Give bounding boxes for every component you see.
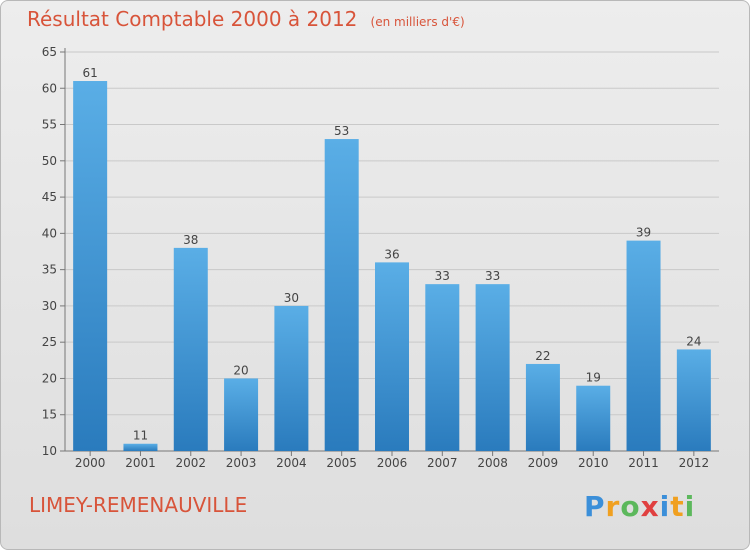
y-tick-label: 20 — [42, 371, 57, 385]
x-tick-label: 2000 — [75, 456, 106, 470]
x-tick-label: 2003 — [226, 456, 257, 470]
bar — [626, 240, 661, 451]
bar — [525, 363, 560, 451]
commune-name: LIMEY-REMENAUVILLE — [29, 493, 248, 517]
bar-value-label: 39 — [636, 226, 651, 240]
chart-title: Résultat Comptable 2000 à 2012 — [27, 7, 358, 31]
bar-value-label: 24 — [686, 334, 701, 348]
bar — [73, 81, 108, 451]
x-tick-label: 2007 — [427, 456, 458, 470]
bar-value-label: 30 — [284, 291, 299, 305]
bar — [576, 385, 611, 451]
y-tick-label: 55 — [42, 118, 57, 132]
bar — [224, 378, 259, 451]
bar — [123, 443, 158, 451]
bar-value-label: 19 — [586, 371, 601, 385]
logo-letter: o — [620, 490, 641, 523]
bar-value-label: 36 — [384, 247, 399, 261]
bar-value-label: 33 — [435, 269, 450, 283]
x-tick-label: 2001 — [125, 456, 156, 470]
x-tick-label: 2012 — [679, 456, 710, 470]
y-tick-label: 45 — [42, 190, 57, 204]
x-tick-label: 2006 — [377, 456, 408, 470]
bar-value-label: 38 — [183, 233, 198, 247]
y-tick-label: 25 — [42, 335, 57, 349]
bar-value-label: 11 — [133, 429, 148, 443]
x-tick-label: 2011 — [628, 456, 659, 470]
chart-header: Résultat Comptable 2000 à 2012 (en milli… — [27, 7, 465, 31]
logo-letter: t — [670, 490, 685, 523]
y-tick-label: 10 — [42, 444, 57, 458]
y-tick-label: 35 — [42, 263, 57, 277]
x-tick-label: 2004 — [276, 456, 307, 470]
bar-value-label: 20 — [233, 363, 248, 377]
y-tick-label: 15 — [42, 408, 57, 422]
y-tick-label: 30 — [42, 299, 57, 313]
x-tick-label: 2002 — [175, 456, 206, 470]
bar — [425, 284, 460, 451]
bar-value-label: 53 — [334, 124, 349, 138]
x-tick-label: 2010 — [578, 456, 609, 470]
x-tick-label: 2009 — [528, 456, 559, 470]
y-tick-label: 50 — [42, 154, 57, 168]
x-tick-label: 2008 — [477, 456, 508, 470]
logo-letter: i — [659, 490, 671, 523]
x-tick-label: 2005 — [326, 456, 357, 470]
bar — [375, 262, 409, 451]
bar — [475, 284, 510, 451]
bar-value-label: 33 — [485, 269, 500, 283]
bar — [324, 139, 359, 451]
bar-value-label: 61 — [83, 66, 98, 80]
logo-letter: i — [684, 490, 696, 523]
logo-letter: r — [605, 490, 621, 523]
y-tick-label: 65 — [42, 45, 57, 59]
bar — [274, 305, 309, 451]
proxiti-logo: Proxiti — [584, 490, 695, 523]
y-tick-label: 40 — [42, 226, 57, 240]
chart-subtitle: (en milliers d'€) — [370, 15, 465, 29]
logo-letter: P — [584, 490, 606, 523]
bar — [676, 349, 711, 451]
logo-letter: x — [640, 490, 660, 523]
y-tick-label: 60 — [42, 81, 57, 95]
bar-value-label: 22 — [535, 349, 550, 363]
bar — [173, 247, 208, 451]
